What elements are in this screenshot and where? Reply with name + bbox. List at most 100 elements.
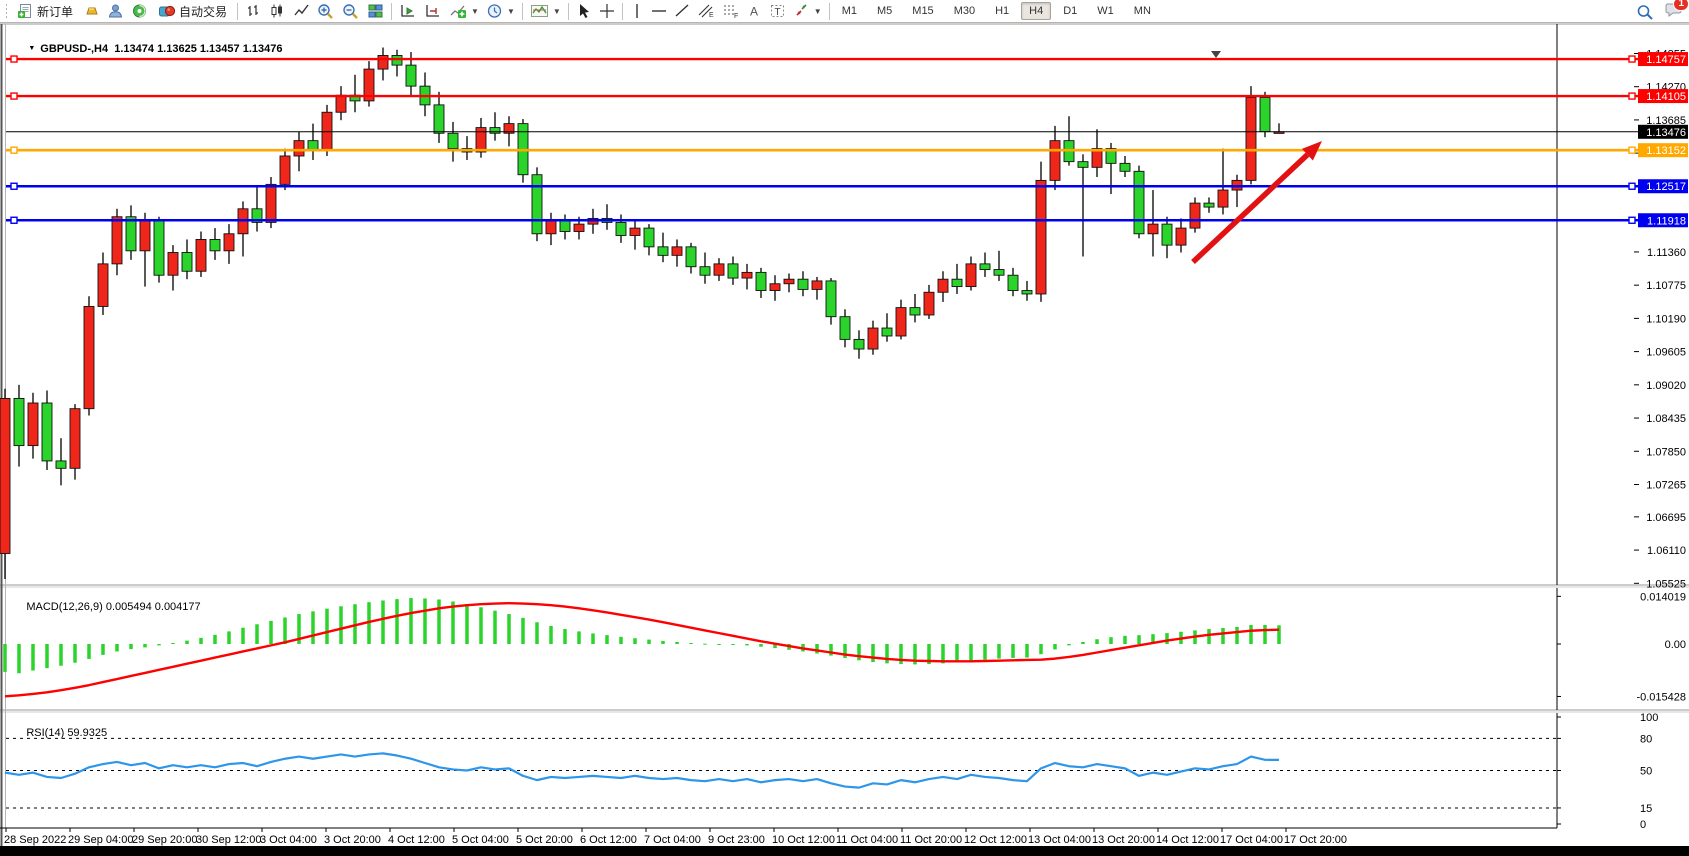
chevron-down-icon: ▼ [552, 6, 561, 16]
trendline-tool[interactable] [671, 2, 693, 21]
collapse-triangle-icon[interactable]: ▼ [28, 45, 36, 52]
toolbar-separator [521, 2, 523, 20]
svg-text:1.08435: 1.08435 [1646, 413, 1686, 425]
bull-candle [713, 263, 725, 276]
cursor-tool-button[interactable] [573, 2, 595, 21]
vertical-line-tool[interactable] [627, 2, 647, 21]
macd-indicator-label: MACD(12,26,9) 0.005494 0.004177 [8, 589, 200, 625]
zoom-out-icon [343, 3, 358, 19]
trend-arrow[interactable] [1191, 141, 1322, 265]
bull-candle [335, 94, 347, 113]
chart-window[interactable]: 1.148551.142701.136851.131001.125151.119… [0, 23, 1689, 846]
svg-text:1.10775: 1.10775 [1646, 280, 1686, 292]
bear-candle [881, 327, 893, 337]
zoom-out-button[interactable] [339, 2, 363, 21]
notifications-button[interactable]: 1 [1664, 0, 1689, 23]
macd-name: MACD(12,26,9) [26, 601, 103, 613]
bull-candle [1245, 97, 1257, 181]
time-label: 3 Oct 20:00 [324, 834, 381, 846]
auto-trading-button[interactable]: 自动交易 [152, 2, 233, 21]
timeframe-M5[interactable]: M5 [877, 5, 893, 17]
bull-candle [167, 252, 179, 276]
text-box-tool[interactable]: T [766, 2, 789, 21]
gold-button[interactable] [80, 2, 103, 21]
bear-candle [41, 402, 53, 462]
line-handle [1628, 146, 1636, 154]
rsi-axis[interactable]: 100 80 50 15 0 [1557, 712, 1658, 831]
line-chart-mode-button[interactable] [290, 2, 313, 21]
bull-candle [111, 216, 123, 265]
bull-candle [1035, 179, 1047, 295]
timeframe-M30[interactable]: M30 [953, 5, 976, 17]
time-label: 11 Oct 04:00 [836, 834, 898, 846]
timeframe-H1[interactable]: H1 [995, 5, 1010, 17]
crosshair-icon [599, 4, 614, 18]
time-label: 5 Oct 20:00 [516, 834, 573, 846]
chevron-down-icon: ▼ [813, 6, 822, 16]
bear-candle [489, 127, 501, 134]
indicator-list-button[interactable]: ▼ [527, 2, 564, 21]
fibonacci-tool[interactable]: F [719, 2, 743, 21]
timeframe-M1[interactable]: M1 [841, 5, 857, 17]
bear-candle [55, 460, 67, 469]
time-label: 12 Oct 12:00 [964, 834, 1027, 846]
channel-tool[interactable]: E [694, 2, 718, 21]
bull-candle [1049, 140, 1061, 181]
signals-button[interactable] [128, 2, 151, 21]
time-label: 14 Oct 12:00 [1156, 834, 1219, 846]
time-label: 5 Oct 04:00 [452, 834, 509, 846]
line-chart-mode-icon [294, 4, 309, 16]
search-icon[interactable] [1636, 4, 1654, 21]
candlestick-mode-button[interactable] [266, 2, 289, 21]
zoom-in-button[interactable] [314, 2, 338, 21]
macd-axis[interactable]: 0.014019 0.00 -0.015428 [1557, 591, 1686, 703]
arrow-objects-tool[interactable]: ▼ [790, 2, 825, 21]
bull-candle [0, 398, 11, 554]
line-handle [10, 146, 18, 154]
bull-candle [741, 271, 753, 279]
line-handle [10, 92, 18, 100]
timeframe-MN[interactable]: MN [1133, 5, 1151, 17]
time-label: 13 Oct 20:00 [1092, 834, 1155, 846]
bar-chart-mode-button[interactable] [242, 2, 265, 21]
svg-text:1.09605: 1.09605 [1646, 347, 1686, 359]
step-back-button[interactable] [396, 2, 420, 21]
tile-windows-button[interactable] [364, 2, 387, 21]
step-forward-button[interactable] [421, 2, 445, 21]
timeframe-D1[interactable]: D1 [1063, 5, 1078, 17]
timeframe-H4[interactable]: H4 [1021, 2, 1052, 20]
crosshair-tool-button[interactable] [596, 2, 618, 21]
svg-text:80: 80 [1640, 733, 1652, 745]
bear-candle [755, 271, 767, 292]
community-button[interactable] [104, 2, 127, 21]
bull-candle [923, 291, 935, 316]
bull-candle [1175, 227, 1187, 246]
bear-candle [1021, 290, 1033, 295]
add-indicator-button[interactable]: ▼ [446, 2, 482, 21]
step-forward-icon [426, 5, 440, 17]
horizontal-lines[interactable]: 1.14757 1.14105 1.13476 1.13152 1.12517 1.119… [6, 52, 1688, 228]
bull-candle [545, 219, 557, 235]
timeframe-W1[interactable]: W1 [1097, 5, 1114, 17]
period-clock-button[interactable]: ▼ [483, 2, 518, 21]
timeframe-M15[interactable]: M15 [912, 5, 934, 17]
bull-candle [867, 327, 879, 350]
horizontal-line-tool[interactable] [648, 2, 670, 21]
text-label-icon: A [750, 5, 758, 19]
vertical-line-icon [636, 4, 638, 18]
bear-candle [615, 221, 627, 236]
bull-candle [139, 219, 151, 252]
rsi-name: RSI(14) [26, 727, 65, 739]
bear-candle [307, 140, 319, 151]
bear-candle [153, 219, 165, 276]
new-order-button[interactable]: 新订单 [11, 2, 79, 21]
price-badge-label: 1.14757 [1646, 54, 1686, 66]
shift-marker-icon[interactable] [1211, 51, 1221, 58]
chevron-down-icon: ▼ [471, 6, 479, 16]
community-person-icon [108, 4, 123, 18]
svg-text:0.014019: 0.014019 [1640, 591, 1686, 603]
chart-canvas[interactable]: 1.148551.142701.136851.131001.125151.119… [0, 23, 1689, 846]
bear-candle [1203, 202, 1215, 208]
text-label-tool[interactable]: A [744, 2, 765, 21]
